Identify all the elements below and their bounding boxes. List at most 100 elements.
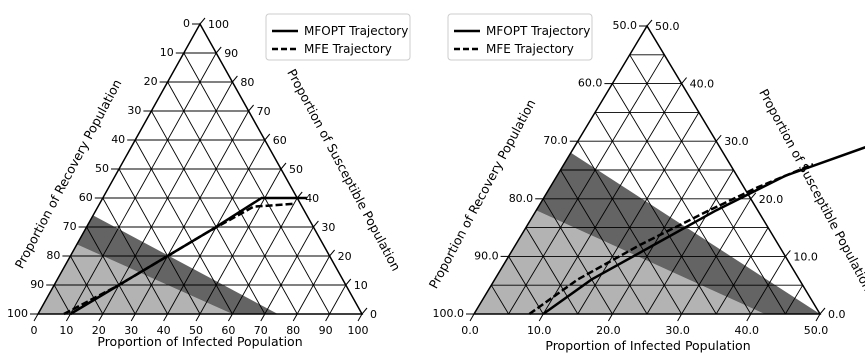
- right-tick-mark: [345, 278, 352, 286]
- right-bottom-axis-label: Proportion of Infected Population: [545, 338, 750, 353]
- bottom-tick-mark: [538, 313, 544, 322]
- right-tick-label: 30: [321, 221, 335, 234]
- legend-left-series-2: MFE Trajectory: [304, 42, 392, 56]
- bottom-tick-mark: [33, 313, 39, 322]
- bottom-tick-label: 90: [319, 324, 333, 337]
- ternary-plot-right: 0.0 10.0 20.0 30.0 40.0 50.0 100.0 90.0 80.0 70.0…: [433, 19, 865, 337]
- grid-line: [199, 168, 282, 315]
- bottom-tick-label: 20: [92, 324, 106, 337]
- left-tick-label: 30: [127, 104, 141, 117]
- left-tick-label: 10: [160, 46, 174, 59]
- bottom-tick-mark: [292, 313, 298, 322]
- left-tick-label: 100.0: [433, 307, 465, 320]
- left-tick-label: 70: [63, 220, 77, 233]
- region-dark-0: [76, 215, 278, 314]
- mfe-trajectory-line: [528, 163, 814, 316]
- bottom-tick-label: 100: [348, 324, 369, 337]
- bottom-tick-label: 0: [31, 324, 38, 337]
- right-tick-label: 60: [273, 134, 287, 147]
- grid-line: [560, 169, 648, 315]
- right-tick-mark: [361, 307, 368, 315]
- right-tick-mark: [785, 250, 791, 257]
- grid-line: [70, 255, 104, 315]
- left-tick-label: 90: [30, 278, 44, 291]
- right-tick-label: 40.0: [690, 78, 715, 91]
- bottom-tick-mark: [677, 313, 683, 322]
- grid-line: [542, 198, 613, 315]
- right-tick-mark: [264, 133, 271, 141]
- right-tick-mark: [313, 220, 319, 228]
- left-bottom-axis-label: Proportion of Infected Population: [97, 334, 302, 349]
- bottom-tick-mark: [163, 313, 169, 322]
- bottom-tick-mark: [469, 313, 475, 322]
- bottom-tick-mark: [607, 313, 613, 322]
- triangle-outline-1: [472, 24, 822, 315]
- grid-line: [102, 197, 168, 315]
- grid-line: [612, 83, 752, 315]
- bottom-tick-label: 20.0: [596, 324, 621, 337]
- grid-line: [508, 256, 544, 315]
- right-tick-mark: [819, 307, 826, 315]
- grid-line: [53, 284, 71, 315]
- grid-line: [646, 169, 734, 315]
- right-tick-mark: [248, 104, 254, 112]
- left-tick-label: 80: [46, 249, 60, 262]
- region-light-0: [38, 244, 233, 314]
- left-tick-label: 60: [79, 191, 93, 204]
- left-tick-label: 50: [95, 162, 109, 175]
- bottom-tick-label: 50: [189, 324, 203, 337]
- grid-line: [183, 52, 330, 315]
- right-tick-label: 0.0: [828, 308, 846, 321]
- grid-line: [577, 140, 682, 315]
- right-tick-mark: [715, 134, 722, 142]
- left-tick-label: 70.0: [543, 134, 568, 147]
- right-tick-mark: [681, 77, 687, 84]
- bottom-tick-label: 40: [157, 324, 171, 337]
- grid-line: [594, 112, 717, 315]
- left-tick-label: 20: [144, 75, 158, 88]
- grid-line: [118, 168, 201, 315]
- right-tick-label: 30.0: [724, 135, 749, 148]
- left-tick-label: 80.0: [509, 192, 534, 205]
- left-tick-label: 0: [183, 17, 190, 30]
- bottom-tick-label: 40.0: [735, 324, 760, 337]
- right-tick-label: 100: [208, 18, 229, 31]
- grid-line: [508, 54, 665, 315]
- grid-line: [70, 52, 217, 315]
- legend-right-series-2: MFE Trajectory: [486, 42, 574, 56]
- bottom-tick-mark: [227, 313, 233, 322]
- bottom-tick-mark: [325, 313, 331, 322]
- right-tick-label: 40: [305, 192, 319, 205]
- grid-line: [490, 284, 509, 315]
- right-tick-label: 90: [224, 47, 238, 60]
- right-tick-label: 20.0: [759, 193, 784, 206]
- legend-right-series-1: MFOPT Trajectory: [486, 24, 590, 38]
- right-tick-label: 80: [240, 76, 254, 89]
- left-tick-label: 100: [7, 307, 28, 320]
- bottom-tick-mark: [260, 313, 266, 322]
- grid-line: [167, 81, 298, 315]
- grid-line: [785, 284, 804, 315]
- grid-line: [525, 227, 579, 315]
- bottom-tick-mark: [130, 313, 136, 322]
- bottom-tick-label: 10.0: [527, 324, 552, 337]
- bottom-tick-label: 60: [221, 324, 235, 337]
- right-tick-label: 0: [370, 308, 377, 321]
- grid-line: [715, 227, 769, 315]
- left-tick-label: 60.0: [578, 77, 603, 90]
- right-tick-mark: [750, 192, 757, 200]
- bottom-tick-label: 50.0: [804, 324, 829, 337]
- bottom-tick-label: 80: [286, 324, 300, 337]
- grid-line: [134, 139, 233, 315]
- right-tick-mark: [329, 249, 335, 257]
- right-tick-mark: [199, 17, 206, 25]
- right-tick-label: 50: [289, 163, 303, 176]
- left-tick-label: 40: [111, 133, 125, 146]
- mfopt-trajectory-line: [542, 146, 865, 316]
- legend-right: MFOPT Trajectory MFE Trajectory: [447, 13, 593, 61]
- left-tick-label: 90.0: [474, 249, 499, 262]
- bottom-tick-label: 70: [254, 324, 268, 337]
- bottom-tick-label: 0.0: [461, 324, 479, 337]
- ternary-plot-left: 0 10 20 30 40 50 60 70 80 90 100 100 90 80 70 60 50 40 30 2…: [7, 17, 377, 337]
